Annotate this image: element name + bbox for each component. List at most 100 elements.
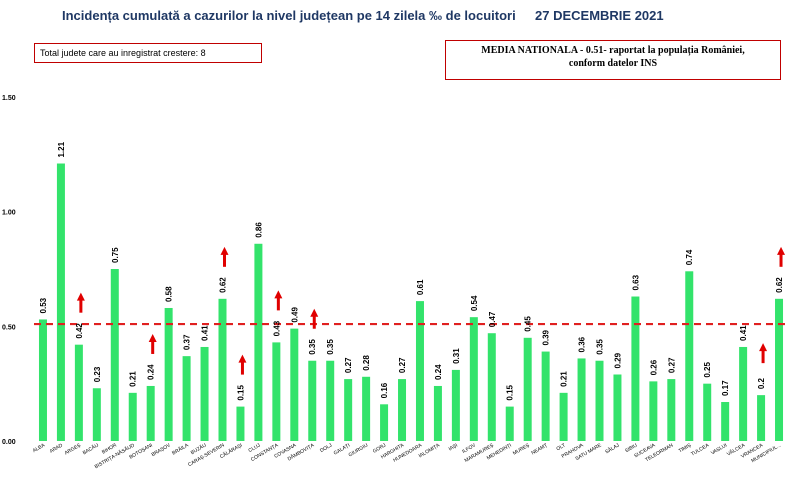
data-label: 0.35 [326,339,335,355]
arrow-head [220,246,229,255]
x-tick-label: VASLUI [710,443,728,457]
y-tick-label: 1.00 [2,210,16,217]
x-axis-labels: ALBA ARAD ARGEȘ BACĂU BIHORBISTRIȚA-NĂSĂUDBO… [32,441,782,470]
bar [380,404,389,441]
x-tick-label: BRAȘOV [151,442,173,458]
data-label: 0.16 [380,382,389,398]
national-average-box: MEDIA NATIONALA - 0.51- raportat la popu… [445,40,781,80]
arrow-shaft [312,315,316,329]
data-label: 0.27 [667,357,676,373]
bar [739,346,748,441]
x-tick-label: MUREȘ [512,442,531,457]
data-label: 0.37 [183,334,192,350]
arrow-shaft [276,297,280,311]
x-tick-label: SĂLAJ [604,441,621,455]
bar [254,243,263,441]
bar [685,271,694,441]
bar [451,369,460,441]
chart-title: Incidența cumulată a cazurilor la nivel … [62,8,516,23]
bar [218,298,227,441]
increase-arrow-icon [759,343,768,364]
bar [74,344,83,441]
data-label: 0.29 [613,352,622,368]
data-label: 0.31 [452,348,461,364]
bar [667,379,676,441]
bar [38,319,47,441]
total-increase-box: Total judete care au inregistrat crester… [34,43,262,63]
bar [92,388,101,441]
increase-arrow-icon [238,354,247,375]
bar [362,376,371,441]
data-label: 0.24 [434,364,443,380]
data-label: 0.27 [398,357,407,373]
increase-arrow-icon [76,292,85,313]
data-label: 0.62 [775,277,784,293]
bar [272,342,281,441]
arrow-head [274,290,283,299]
x-tick-label: SIBIU [624,442,639,454]
data-label: 0.58 [165,286,174,302]
data-label: 0.49 [290,307,299,323]
bar [236,406,245,441]
data-label: 1.21 [57,141,66,157]
bar [56,163,65,442]
arrow-shaft [240,361,244,375]
data-label: 0.24 [147,364,156,380]
bar [577,358,586,441]
data-label: 0.86 [254,222,263,238]
bars [38,163,784,442]
national-average-line1: MEDIA NATIONALA - 0.51- raportat la popu… [481,45,745,56]
bar [649,381,658,441]
bar [721,402,730,441]
y-tick-label: 1.50 [2,95,16,102]
total-increase-text: Total judete care au inregistrat crester… [40,48,206,58]
bar [128,392,137,441]
arrow-shaft [151,340,155,354]
increase-arrow-icon [148,333,157,354]
data-label: 0.15 [236,384,245,400]
data-label: 0.41 [201,325,210,341]
x-tick-label: CLUJ [248,442,262,454]
data-label: 0.35 [596,339,605,355]
bar [631,296,640,441]
bar [487,333,496,441]
arrow-head [238,354,247,363]
data-label: 0.53 [39,297,48,313]
data-label: 0.45 [524,316,533,332]
increase-arrow-icon [274,290,283,311]
data-label: 0.62 [219,277,228,293]
bar [290,328,299,441]
x-tick-label: NEAMȚ [530,443,548,457]
arrow-head [148,333,157,342]
increase-arrows [76,246,786,375]
data-label: 0.36 [578,336,587,352]
data-label: 0.43 [272,320,281,336]
x-tick-label: ALBA [32,442,47,454]
data-label: 0.27 [344,357,353,373]
data-label: 0.23 [93,366,102,382]
bar [595,360,604,441]
x-tick-label: IAȘI [448,443,459,453]
data-label: 0.21 [560,371,569,387]
bar [308,360,317,441]
data-label: 0.21 [129,371,138,387]
arrow-head [759,343,768,352]
arrow-shaft [79,299,83,313]
bar [164,307,173,441]
x-tick-label: ARGEȘ [64,442,83,456]
bar [110,269,119,441]
data-label: 0.35 [308,339,317,355]
data-label: 0.39 [542,329,551,345]
bar [415,301,424,441]
arrow-shaft [223,253,226,267]
bar [182,356,191,441]
arrow-head [777,246,786,255]
increase-arrow-icon [220,246,229,267]
data-label: 0.25 [703,362,712,378]
arrow-head [76,292,85,301]
data-label: 0.15 [506,384,515,400]
data-label: 0.42 [75,323,84,339]
bar [326,360,335,441]
bar [613,374,622,441]
